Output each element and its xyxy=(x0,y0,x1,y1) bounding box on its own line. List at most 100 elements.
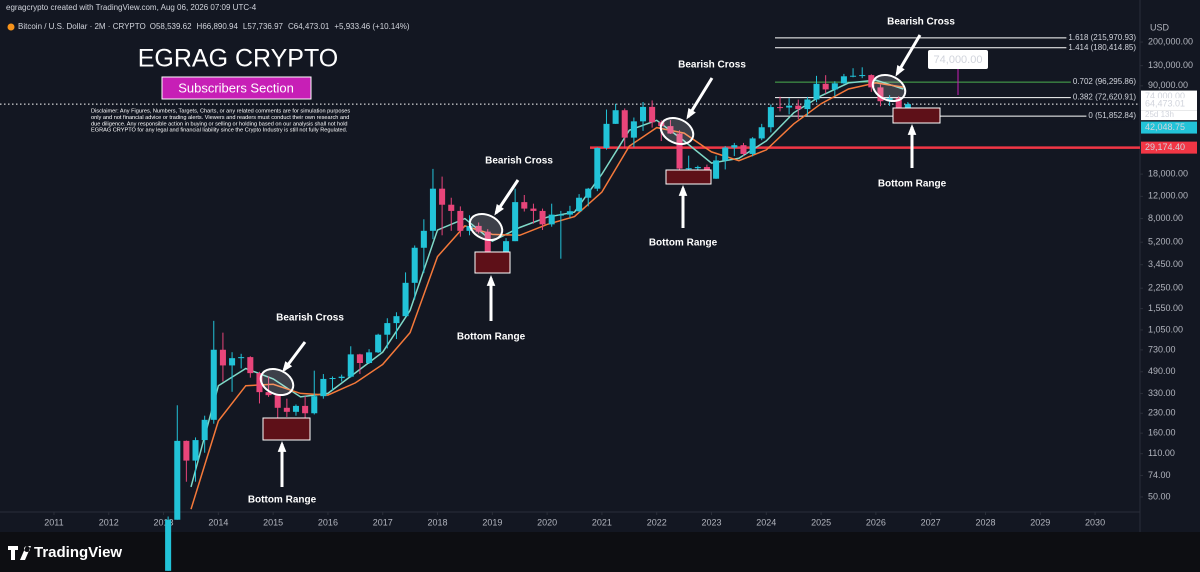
candle-body xyxy=(457,210,464,231)
candle-body xyxy=(868,75,875,88)
arrow-head xyxy=(686,108,696,120)
moving-average xyxy=(190,79,904,488)
disclaimer-line: Disclaimer: Any Figures, Numbers, Target… xyxy=(91,108,350,114)
candle-body xyxy=(384,323,391,335)
candle-body xyxy=(895,98,902,110)
y-tick-label: 90,000.00 xyxy=(1148,80,1188,90)
cross-highlight xyxy=(259,367,295,397)
candle-body xyxy=(850,75,857,77)
footer-logo xyxy=(8,546,31,560)
callout-bottom: Bottom Range xyxy=(457,332,526,343)
bottom-range-box xyxy=(665,169,712,185)
x-tick-label: 2015 xyxy=(263,517,283,527)
candle-body xyxy=(758,127,765,139)
candle-body xyxy=(475,225,482,232)
candle-body xyxy=(439,188,446,205)
candle-body xyxy=(165,519,172,571)
arrow-head xyxy=(678,185,688,196)
y-tick-label: 130,000.00 xyxy=(1148,60,1193,70)
candle-body xyxy=(566,211,573,215)
candle-body xyxy=(338,376,345,379)
candle-body xyxy=(256,373,263,393)
y-tick-label: 1,050.00 xyxy=(1148,324,1183,334)
subtitle-box xyxy=(161,76,312,100)
callout-bottom: Bottom Range xyxy=(649,238,718,249)
candle-body xyxy=(356,354,363,363)
candle-body xyxy=(749,138,756,154)
target-label: 74,000.00 xyxy=(934,54,983,66)
ohlc-item: O58,539.62 xyxy=(150,22,192,31)
countdown-box xyxy=(1141,110,1197,121)
candle-body xyxy=(347,354,354,377)
candle-body xyxy=(576,197,583,212)
candle-body xyxy=(557,214,564,216)
arrow-head xyxy=(907,124,917,135)
candle-body xyxy=(594,147,601,189)
callout-top: Bearish Cross xyxy=(887,17,955,28)
subtitle: Subscribers Section xyxy=(178,80,294,95)
price-label: 74,000.00 xyxy=(1145,91,1185,101)
candle-body xyxy=(210,349,217,420)
candle-body xyxy=(676,133,683,169)
candle-body xyxy=(539,210,546,225)
candle-body xyxy=(174,440,181,520)
y-tick-label: 330.00 xyxy=(1148,388,1176,398)
candle-body xyxy=(183,440,190,461)
x-tick-label: 2024 xyxy=(756,517,776,527)
y-tick-label: 2,250.00 xyxy=(1148,283,1183,293)
symbol-icon xyxy=(7,23,15,31)
candle-body xyxy=(402,282,409,317)
cross-highlight xyxy=(659,116,695,146)
y-tick-label: 490.00 xyxy=(1148,366,1176,376)
callout-bottom: Bottom Range xyxy=(248,495,317,506)
candle-body xyxy=(694,166,701,169)
bottom-range-box xyxy=(262,417,311,441)
footer-brand: TradingView xyxy=(34,544,122,561)
y-tick-label: 3,450.00 xyxy=(1148,259,1183,269)
bottom-range-box xyxy=(892,107,941,124)
fib-label-bg xyxy=(1070,92,1139,102)
fib-label-bg xyxy=(1066,32,1139,42)
candle-body xyxy=(238,357,245,359)
price-label: 42,048.75 xyxy=(1145,122,1185,132)
x-tick-label: 2013 xyxy=(154,517,174,527)
fib-label: 1.618 (215,970.93) xyxy=(1068,33,1136,42)
candle-body xyxy=(411,247,418,283)
x-tick-label: 2022 xyxy=(647,517,667,527)
x-tick-label: 2028 xyxy=(975,517,995,527)
y-tick-label: 230.00 xyxy=(1148,408,1176,418)
candle-body xyxy=(904,104,911,110)
y-tick-label: 12,000.00 xyxy=(1148,191,1188,201)
candle-body xyxy=(640,106,647,122)
candle-body xyxy=(722,147,729,161)
price-label-box xyxy=(1141,121,1197,134)
callout-top: Bearish Cross xyxy=(485,156,553,167)
x-tick-label: 2014 xyxy=(208,517,228,527)
callout-bottom: Bottom Range xyxy=(878,179,947,190)
candle-body xyxy=(484,231,491,261)
candle-body xyxy=(767,107,774,128)
candle-body xyxy=(320,378,327,397)
candle-body xyxy=(630,121,637,138)
y-tick-label: 50.00 xyxy=(1148,491,1171,501)
x-tick-label: 2012 xyxy=(99,517,119,527)
x-tick-label: 2019 xyxy=(482,517,502,527)
callout-top: Bearish Cross xyxy=(276,313,344,324)
fib-label: 0 (51,852.84) xyxy=(1088,111,1136,120)
candle-body xyxy=(448,204,455,211)
bottom-range-box xyxy=(474,251,511,274)
candle-body xyxy=(420,230,427,248)
candle-body xyxy=(786,105,793,108)
candle-body xyxy=(229,358,236,366)
candle-body xyxy=(201,419,208,441)
candle-body xyxy=(886,98,893,102)
x-tick-label: 2018 xyxy=(428,517,448,527)
candle-body xyxy=(247,357,254,374)
candle-body xyxy=(649,106,656,123)
candle-body xyxy=(713,160,720,179)
candle-body xyxy=(530,208,537,211)
candle-body xyxy=(667,126,674,134)
arrow-head xyxy=(494,204,504,216)
x-tick-label: 2011 xyxy=(44,517,63,527)
